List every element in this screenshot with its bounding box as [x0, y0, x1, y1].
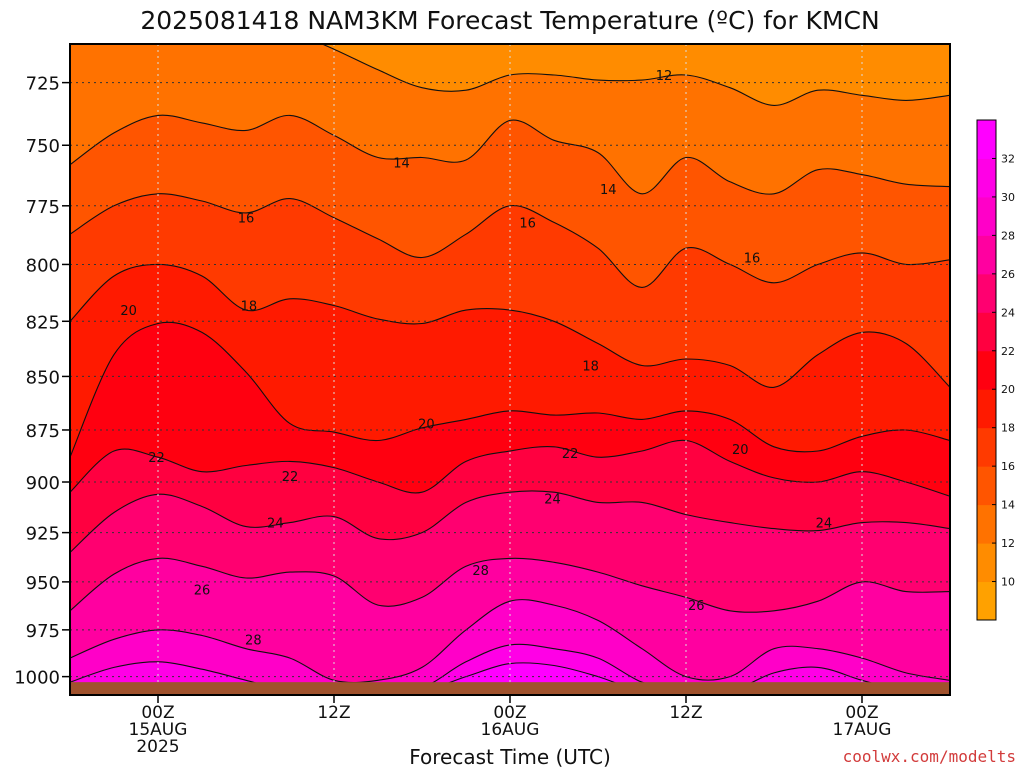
x-tick-label: 2025 — [136, 737, 179, 757]
colorbar-label: 24 — [1001, 306, 1015, 319]
colorbar: 10 12 14 16 18 20 22 24 26 28 30 32 — [976, 119, 1015, 621]
y-tick-label: 975 — [26, 621, 60, 642]
contour-label: 26 — [688, 599, 705, 614]
colorbar-swatch — [977, 235, 996, 275]
contour-label: 20 — [120, 304, 137, 319]
x-tick-label: 00Z — [845, 703, 878, 723]
ground-layer — [70, 682, 950, 695]
contour-label: 16 — [519, 216, 536, 231]
colorbar-label: 28 — [1001, 229, 1015, 242]
colorbar-swatch — [977, 581, 996, 621]
colorbar-swatch — [977, 196, 996, 236]
contour-label: 28 — [472, 564, 489, 579]
colorbar-swatch — [977, 466, 996, 506]
x-tick-label: 00Z — [493, 703, 526, 723]
colorbar-label: 16 — [1001, 460, 1015, 473]
contour-label: 16 — [238, 212, 255, 227]
colorbar-label: 22 — [1001, 345, 1015, 358]
colorbar-label: 10 — [1001, 576, 1015, 589]
y-tick-label: 800 — [26, 255, 60, 276]
y-tick-label: 925 — [26, 524, 60, 545]
y-tick-label: 750 — [26, 136, 60, 157]
isotherm-18 — [70, 263, 950, 388]
colorbar-frame — [976, 119, 997, 621]
isotherm-26 — [70, 557, 950, 613]
colorbar-swatch — [977, 273, 996, 313]
y-tick-label: 775 — [26, 197, 60, 218]
y-tick-label: 950 — [26, 573, 60, 594]
chart-title: 2025081418 NAM3KM Forecast Temperature (… — [140, 6, 879, 35]
colorbar-label: 18 — [1001, 422, 1015, 435]
isotherm-20 — [70, 321, 950, 458]
colorbar-swatch — [977, 350, 996, 390]
x-axis-label: Forecast Time (UTC) — [409, 745, 611, 768]
colorbar-swatch — [977, 427, 996, 467]
x-tick-label: 17AUG — [833, 720, 892, 740]
y-tick-label: 875 — [26, 421, 60, 442]
x-tick-label: 15AUG — [129, 720, 188, 740]
credit-text: coolwx.com/modelts — [843, 747, 1016, 766]
colorbar-label: 12 — [1001, 537, 1015, 550]
colorbar-label: 26 — [1001, 268, 1015, 281]
colorbar-swatch — [977, 504, 996, 544]
contour-labels: 12 14 14 16 16 16 18 18 20 20 20 22 22 22 24 24 24 26 26 28… — [120, 69, 832, 648]
colorbar-swatch — [977, 389, 996, 429]
colorbar-swatch — [977, 120, 996, 159]
ground-fill — [70, 682, 950, 695]
x-tick-label: 12Z — [669, 703, 702, 723]
isotherm-28 — [70, 599, 950, 684]
colorbar-label: 14 — [1001, 499, 1015, 512]
contour-label: 14 — [393, 156, 410, 171]
contour-label: 28 — [245, 633, 262, 648]
contour-label: 14 — [600, 183, 617, 198]
contour-label: 16 — [744, 252, 761, 267]
x-tick-label: 12Z — [317, 703, 350, 723]
isotherm-14 — [70, 114, 950, 195]
isotherm-lines — [70, 44, 950, 694]
colorbar-label: 32 — [1001, 152, 1015, 165]
contour-label: 22 — [148, 451, 165, 466]
x-tick-label: 00Z — [141, 703, 174, 723]
y-tick-label: 900 — [26, 473, 60, 494]
colorbar-label: 20 — [1001, 383, 1015, 396]
contour-label: 20 — [732, 443, 749, 458]
contour-label: 24 — [544, 492, 561, 507]
contour-label: 12 — [656, 69, 673, 84]
contour-label: 20 — [418, 418, 435, 433]
fill-band-32 — [70, 662, 950, 695]
x-tick-label: 16AUG — [481, 720, 540, 740]
isotherm-22 — [70, 439, 950, 497]
contour-label: 22 — [562, 447, 579, 462]
isotherm-24 — [70, 490, 950, 553]
plot-area: 12 14 14 16 16 16 18 18 20 20 20 22 22 22 24 24 24 26 26 28… — [70, 44, 950, 695]
y-tick-label: 1000 — [14, 668, 60, 689]
contour-label: 18 — [582, 360, 599, 375]
y-axis: 725 750 775 800 825 850 875 900 925 950 975 1000 — [14, 74, 70, 689]
contour-label: 22 — [282, 470, 299, 485]
contour-label: 24 — [267, 517, 284, 532]
colorbar-swatch — [977, 312, 996, 352]
y-tick-label: 850 — [26, 367, 60, 388]
y-tick-label: 725 — [26, 74, 60, 95]
contour-label: 18 — [241, 300, 258, 315]
y-tick-label: 825 — [26, 312, 60, 333]
colorbar-label: 30 — [1001, 191, 1015, 204]
contour-label: 24 — [816, 517, 833, 532]
colorbar-swatch — [977, 158, 996, 198]
colorbar-swatch — [977, 543, 996, 583]
grid-lines — [70, 44, 950, 695]
contour-label: 26 — [194, 584, 211, 599]
isotherm-16 — [70, 193, 950, 288]
